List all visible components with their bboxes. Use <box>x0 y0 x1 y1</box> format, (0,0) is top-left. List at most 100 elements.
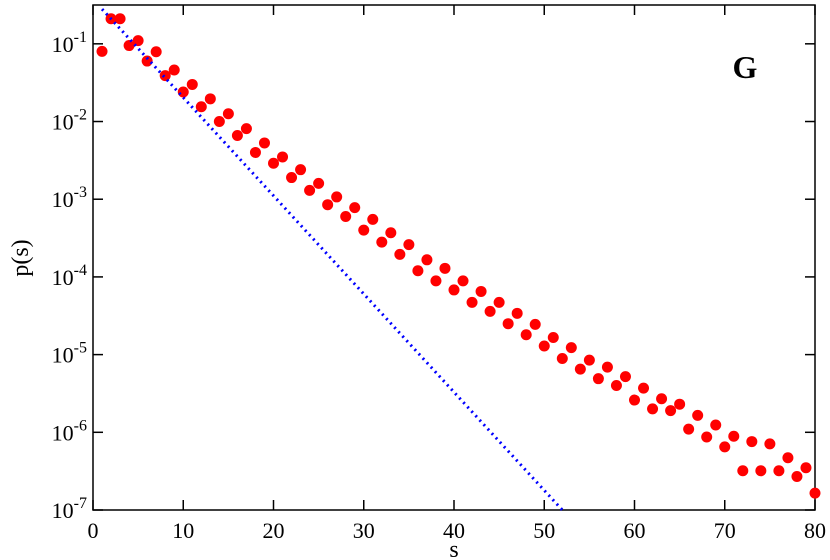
data-point <box>177 86 189 98</box>
data-point <box>556 353 568 365</box>
data-point <box>493 296 505 308</box>
y-axis-label: p(s) <box>8 239 34 276</box>
data-point <box>529 318 541 330</box>
data-point <box>592 373 604 385</box>
data-point <box>150 46 162 58</box>
y-tick-label: 10-4 <box>52 262 87 290</box>
data-point <box>791 470 803 482</box>
fit-line <box>100 8 564 512</box>
data-point <box>809 487 821 499</box>
data-point <box>186 78 198 90</box>
data-point <box>782 452 794 464</box>
x-tick-label: 0 <box>88 518 99 543</box>
data-point <box>249 146 261 158</box>
data-point <box>304 184 316 196</box>
data-point <box>313 177 325 189</box>
data-point <box>710 419 722 431</box>
y-tick-label: 10-1 <box>52 29 87 57</box>
x-tick-label: 10 <box>172 518 194 543</box>
data-point <box>277 151 289 163</box>
data-point <box>511 307 523 319</box>
data-point <box>674 398 686 410</box>
data-point <box>484 305 496 317</box>
data-point <box>755 465 767 477</box>
data-point <box>448 284 460 296</box>
data-point <box>132 35 144 47</box>
data-point <box>728 430 740 442</box>
data-point <box>538 340 550 352</box>
x-tick-label: 70 <box>714 518 736 543</box>
data-point <box>403 239 415 251</box>
data-point <box>258 137 270 149</box>
annotation: G <box>733 49 758 85</box>
data-point <box>475 285 487 297</box>
data-point <box>295 164 307 176</box>
data-point <box>385 227 397 239</box>
data-point <box>340 210 352 222</box>
data-point <box>583 354 595 366</box>
data-point <box>773 465 785 477</box>
data-point <box>647 403 659 415</box>
data-point <box>159 70 171 82</box>
x-tick-label: 80 <box>804 518 826 543</box>
data-point <box>421 254 433 266</box>
data-point <box>800 462 812 474</box>
data-point <box>412 265 424 277</box>
data-point <box>638 382 650 394</box>
data-point <box>222 108 234 120</box>
data-point <box>764 438 776 450</box>
data-point <box>619 371 631 383</box>
data-point <box>195 101 207 113</box>
data-point <box>665 405 677 417</box>
data-point <box>367 213 379 225</box>
data-point <box>349 202 361 214</box>
x-tick-label: 40 <box>443 518 465 543</box>
data-point <box>96 45 108 57</box>
data-point <box>430 275 442 287</box>
data-point <box>439 262 451 274</box>
x-tick-label: 20 <box>263 518 285 543</box>
y-tick-label: 10-5 <box>52 340 87 368</box>
data-point <box>692 409 704 421</box>
data-point <box>656 393 668 405</box>
data-point <box>322 199 334 211</box>
y-tick-label: 10-3 <box>52 184 87 212</box>
data-point <box>376 236 388 248</box>
data-point <box>240 123 252 135</box>
data-point <box>701 431 713 443</box>
data-point <box>268 157 279 169</box>
data-point <box>168 64 180 76</box>
data-point <box>746 436 758 448</box>
data-point <box>719 441 731 453</box>
data-point <box>574 363 586 375</box>
y-tick-label: 10-6 <box>52 417 87 445</box>
data-point <box>358 224 370 236</box>
data-point <box>601 361 613 373</box>
data-point <box>547 332 559 344</box>
data-point <box>683 423 695 435</box>
data-point <box>331 191 343 203</box>
y-tick-label: 10-2 <box>52 107 87 135</box>
x-axis-label: s <box>449 537 458 560</box>
data-point <box>737 465 749 477</box>
x-tick-label: 50 <box>533 518 555 543</box>
data-point <box>141 55 153 67</box>
data-point <box>394 248 406 260</box>
x-tick-label: 30 <box>353 518 375 543</box>
y-tick-label: 10-7 <box>52 495 87 523</box>
data-point <box>123 40 135 52</box>
data-point <box>114 13 126 25</box>
data-point <box>466 296 478 308</box>
data-point <box>286 172 298 184</box>
data-point <box>520 329 532 341</box>
data-point <box>213 116 225 128</box>
data-point <box>565 342 577 354</box>
data-point <box>502 318 514 330</box>
data-point <box>629 394 640 406</box>
data-point <box>610 380 622 392</box>
data-point <box>204 93 216 105</box>
data-point <box>231 130 243 142</box>
data-point <box>457 275 469 287</box>
x-tick-label: 60 <box>624 518 646 543</box>
